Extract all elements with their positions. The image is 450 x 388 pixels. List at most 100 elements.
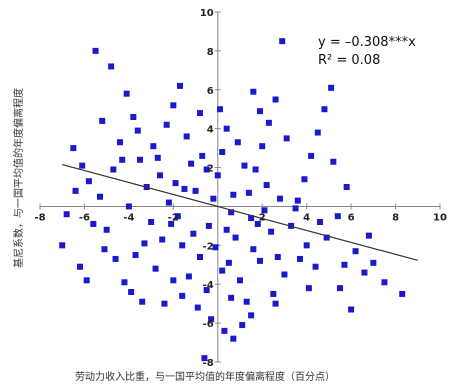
data-point: [194, 304, 201, 311]
data-point: [223, 226, 230, 233]
data-point: [141, 240, 148, 247]
data-point: [174, 213, 181, 220]
data-point: [254, 220, 261, 227]
data-point: [181, 185, 188, 192]
data-point: [257, 108, 263, 115]
x-tick-label: -2: [168, 212, 179, 223]
data-point: [208, 316, 215, 323]
y-tick-label: 6: [207, 86, 214, 97]
data-point: [154, 154, 161, 161]
data-point: [281, 271, 288, 278]
data-point: [77, 263, 83, 270]
data-point: [192, 187, 199, 194]
data-point: [185, 273, 192, 280]
data-point: [272, 96, 279, 103]
data-point: [125, 203, 132, 210]
data-point: [203, 166, 210, 173]
data-point: [334, 213, 341, 220]
data-point: [283, 135, 290, 142]
data-point: [123, 90, 130, 97]
data-point: [159, 236, 166, 243]
data-point: [103, 226, 110, 233]
x-tick-label: -8: [34, 212, 45, 223]
data-point: [121, 279, 128, 286]
data-point: [161, 300, 168, 307]
data-point: [265, 119, 272, 126]
data-point: [348, 306, 355, 313]
data-point: [85, 178, 92, 185]
data-point: [270, 290, 277, 297]
data-point: [214, 172, 221, 179]
y-axis-title: 基尼系数，与一国平均值的年度偏离程度: [12, 88, 25, 268]
data-point: [165, 199, 172, 206]
data-point: [99, 117, 106, 124]
points-layer: [59, 38, 406, 362]
data-point: [212, 244, 219, 251]
data-point: [228, 209, 235, 216]
data-point: [343, 184, 350, 190]
data-point: [330, 158, 337, 165]
data-point: [257, 257, 263, 264]
data-point: [177, 82, 183, 89]
data-point: [221, 327, 228, 334]
data-point: [225, 259, 232, 266]
data-point: [72, 187, 79, 194]
data-point: [250, 88, 257, 95]
data-point: [163, 121, 170, 128]
data-point: [119, 156, 126, 163]
data-point: [201, 355, 208, 362]
data-point: [259, 143, 266, 150]
data-point: [83, 277, 90, 284]
data-point: [130, 114, 137, 120]
data-point: [183, 133, 190, 140]
data-point: [243, 298, 250, 305]
data-point: [303, 242, 310, 249]
data-point: [314, 129, 321, 136]
data-point: [70, 145, 77, 152]
data-point: [230, 335, 237, 342]
data-point: [230, 191, 237, 198]
y-tick-label: -8: [203, 358, 214, 369]
data-point: [232, 234, 239, 241]
data-point: [150, 143, 157, 150]
data-point: [210, 195, 217, 202]
data-point: [148, 219, 155, 225]
y-tick-label: 4: [207, 125, 214, 136]
data-point: [317, 219, 323, 225]
y-tick-label: 8: [207, 47, 214, 58]
data-point: [352, 248, 359, 255]
y-tick-label: -2: [203, 241, 214, 252]
data-point: [199, 152, 206, 159]
data-point: [205, 222, 212, 229]
data-point: [337, 285, 343, 292]
data-point: [268, 228, 275, 235]
data-point: [228, 294, 235, 301]
data-point: [90, 220, 97, 227]
data-point: [172, 180, 179, 187]
data-point: [179, 292, 186, 299]
x-tick-label: 2: [259, 212, 266, 223]
data-point: [370, 259, 377, 266]
data-point: [323, 234, 330, 241]
data-point: [248, 312, 255, 319]
x-tick-label: 8: [392, 212, 399, 223]
data-point: [179, 242, 186, 249]
tick-labels-layer: -8 -6 -4 -2 2 4 6 8 10 -8 -6 -4 -2 2 4 6 8 10: [34, 8, 447, 369]
x-tick-label: 4: [303, 212, 310, 223]
data-point: [301, 176, 308, 183]
data-point: [197, 110, 203, 117]
data-point: [128, 289, 135, 295]
data-point: [170, 277, 177, 284]
data-point: [248, 215, 255, 222]
data-point: [321, 106, 328, 113]
data-point: [92, 47, 99, 54]
data-point: [139, 298, 146, 305]
x-axis-title: 劳动力收入比重，与一国平均值的年度偏离程度（百分点）: [75, 370, 335, 383]
data-point: [112, 255, 119, 262]
data-point: [328, 84, 335, 91]
regression-equation: y = –0.308***x: [318, 35, 416, 50]
data-point: [217, 106, 223, 113]
data-point: [312, 263, 319, 270]
